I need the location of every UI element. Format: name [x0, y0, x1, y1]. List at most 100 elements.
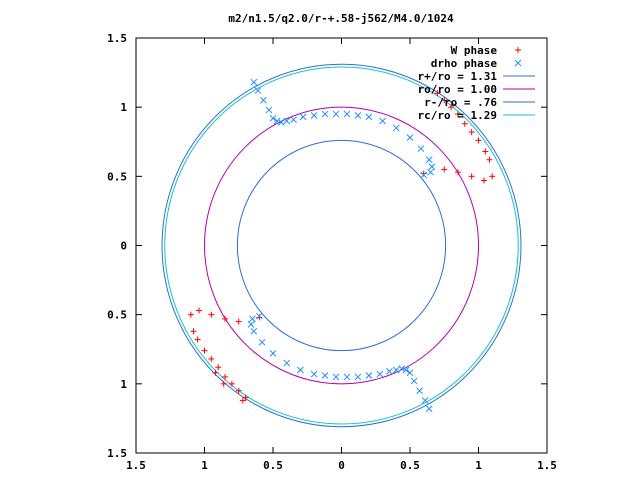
drho-phase-point — [273, 117, 281, 125]
w-phase-point — [461, 120, 468, 127]
circle-r- — [236, 139, 447, 352]
drho-phase-point — [283, 359, 291, 367]
drho-phase-point — [247, 320, 255, 328]
drho-phase-point — [406, 134, 414, 141]
w-phase-point — [475, 137, 482, 144]
drho-phase-point — [332, 110, 340, 118]
drho-phase-point — [420, 171, 428, 179]
data-series — [187, 78, 496, 413]
drho-phase-point — [365, 372, 373, 379]
w-phase-point — [235, 387, 242, 394]
w-phase-point — [489, 173, 496, 180]
drho-phase-point — [269, 114, 277, 122]
w-phase-point — [222, 373, 229, 380]
drho-phase-point — [392, 366, 400, 374]
legend-label: ro/ro = 1.00 — [418, 83, 497, 96]
drho-phase-point — [277, 119, 285, 126]
drho-phase-point — [354, 373, 362, 381]
w-phase-point — [434, 90, 441, 97]
w-phase-point — [194, 336, 201, 343]
drho-phase-point — [332, 373, 340, 381]
drho-phase-point — [354, 112, 362, 119]
w-phase-point — [420, 170, 427, 177]
drho-phase-point — [427, 168, 434, 176]
w-phase-point — [480, 177, 487, 184]
legend-plus-marker — [515, 47, 521, 53]
drho-phase-point — [269, 350, 277, 357]
w-phase-point — [468, 129, 475, 136]
drho-phase-point — [417, 145, 425, 153]
drho-phase-point — [379, 117, 386, 125]
drho-phase-point — [376, 370, 384, 378]
legend-label: r+/ro = 1.31 — [418, 70, 498, 83]
drho-phase-point — [402, 366, 410, 374]
x-tick-label: 0 — [338, 459, 345, 472]
legend-label: r-/ro = .76 — [424, 96, 497, 109]
reference-circles — [161, 63, 522, 428]
drho-phase-point — [421, 397, 429, 404]
w-phase-point — [454, 169, 461, 176]
w-phase-point — [239, 397, 246, 404]
drho-phase-point — [299, 113, 307, 121]
w-phase-point — [441, 166, 448, 173]
x-tick-label: 1.5 — [537, 459, 557, 472]
w-phase-point — [212, 369, 219, 376]
drho-phase-point — [321, 372, 329, 379]
drho-phase-point — [365, 113, 373, 121]
drho-phase-point — [406, 369, 414, 377]
drho-phase-point — [250, 78, 258, 86]
legend-label: drho phase — [431, 57, 498, 70]
x-tick-label: 0.5 — [400, 459, 420, 472]
w-phase-point — [242, 394, 249, 401]
w-phase-point — [441, 97, 448, 104]
x-tick-label: 1 — [475, 459, 482, 472]
y-tick-label: 0 — [120, 240, 127, 253]
drho-phase-point — [343, 110, 351, 118]
w-phase-point — [468, 173, 475, 180]
y-tick-label: 0.5 — [107, 170, 127, 183]
circle-rc — [164, 66, 519, 425]
drho-phase-point — [386, 368, 393, 375]
y-tick-label: 1.5 — [107, 447, 127, 460]
drho-phase-point — [428, 163, 436, 171]
w-phase-point — [215, 364, 222, 371]
w-phase-point — [235, 318, 242, 325]
drho-phase-point — [343, 373, 351, 381]
w-phase-point — [454, 111, 461, 118]
drho-phase-point — [265, 106, 273, 114]
circle-r+ — [161, 63, 522, 428]
w-phase-point — [482, 148, 489, 155]
chart-title: m2/n1.5/q2.0/r-+.58-j562/M4.0/1024 — [228, 12, 454, 25]
drho-phase-point — [398, 365, 406, 372]
w-phase-point — [208, 311, 215, 318]
drho-phase-point — [425, 156, 433, 164]
drho-phase-point — [250, 327, 258, 335]
legend-label: W phase — [451, 44, 498, 57]
axis-ticks: 1.5 1 0.5 0 0.5 1 1.51.510.500.511.5 — [107, 32, 557, 472]
x-tick-label: 1 — [201, 459, 208, 472]
drho-phase-point — [297, 366, 304, 374]
y-tick-label: 1 — [120, 378, 127, 391]
drho-phase-point — [410, 377, 418, 385]
legend-cross-marker — [514, 59, 522, 67]
w-phase-point — [201, 347, 208, 354]
drho-phase-point — [258, 338, 266, 346]
drho-phase-point — [254, 87, 262, 94]
drho-phase-point — [260, 96, 267, 104]
y-tick-label: 0.5 — [107, 309, 127, 322]
drho-phase-point — [290, 116, 297, 123]
drho-phase-point — [310, 112, 318, 119]
drho-phase-point — [255, 312, 263, 320]
w-phase-point — [448, 104, 455, 111]
drho-phase-point — [310, 370, 318, 378]
w-phase-point — [187, 311, 194, 318]
drho-phase-point — [392, 124, 400, 132]
drho-phase-point — [416, 387, 423, 395]
w-phase-point — [220, 380, 227, 387]
w-phase-point — [208, 355, 215, 362]
w-phase-point — [228, 380, 235, 387]
drho-phase-point — [283, 117, 291, 125]
w-phase-point — [256, 314, 263, 321]
